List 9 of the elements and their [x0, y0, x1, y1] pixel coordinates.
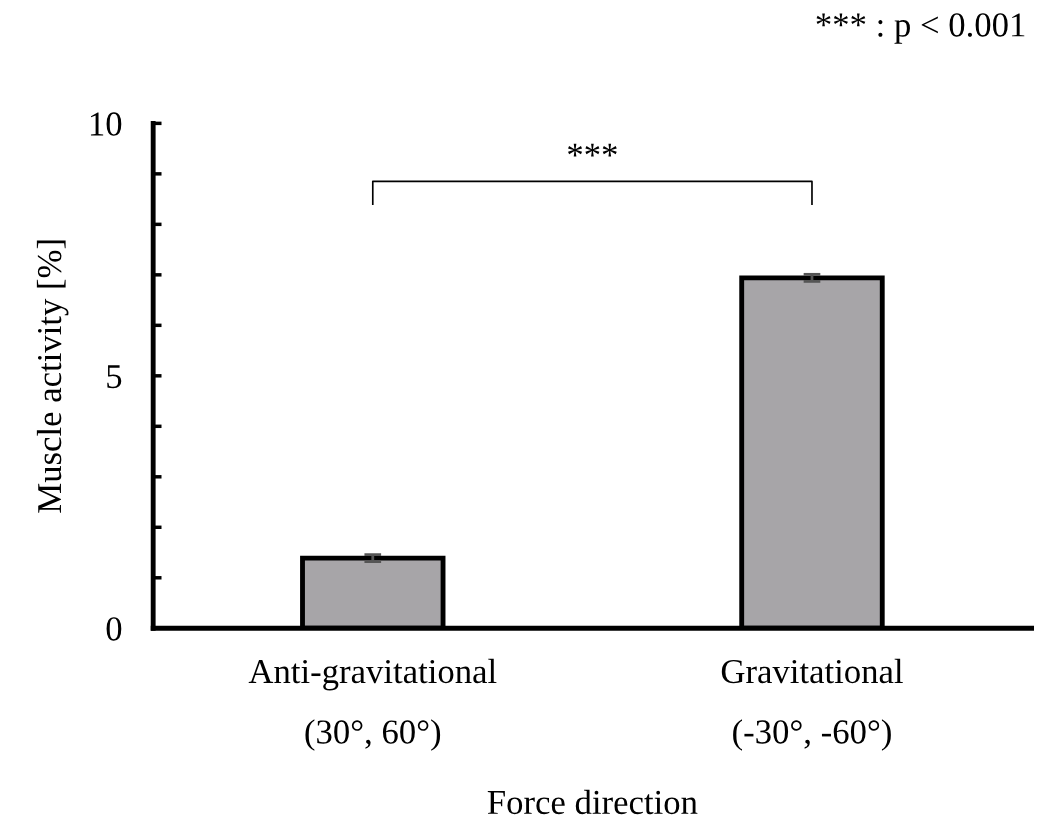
y-tick-label: 0	[106, 617, 122, 641]
y-tick-label: 10	[90, 112, 122, 136]
annotation: ***	[568, 143, 617, 157]
y-axis-title: Muscle activity [%]	[36, 240, 69, 513]
x-tick-label: Anti-gravitational (30°, 60°)	[248, 658, 497, 751]
y-tick-label: 5	[107, 365, 122, 389]
x-tick-label: Gravitational (-30°, -60°)	[721, 658, 903, 751]
x-axis-title: Force direction	[487, 789, 698, 815]
text: *** : p < 0.001	[816, 13, 1025, 44]
